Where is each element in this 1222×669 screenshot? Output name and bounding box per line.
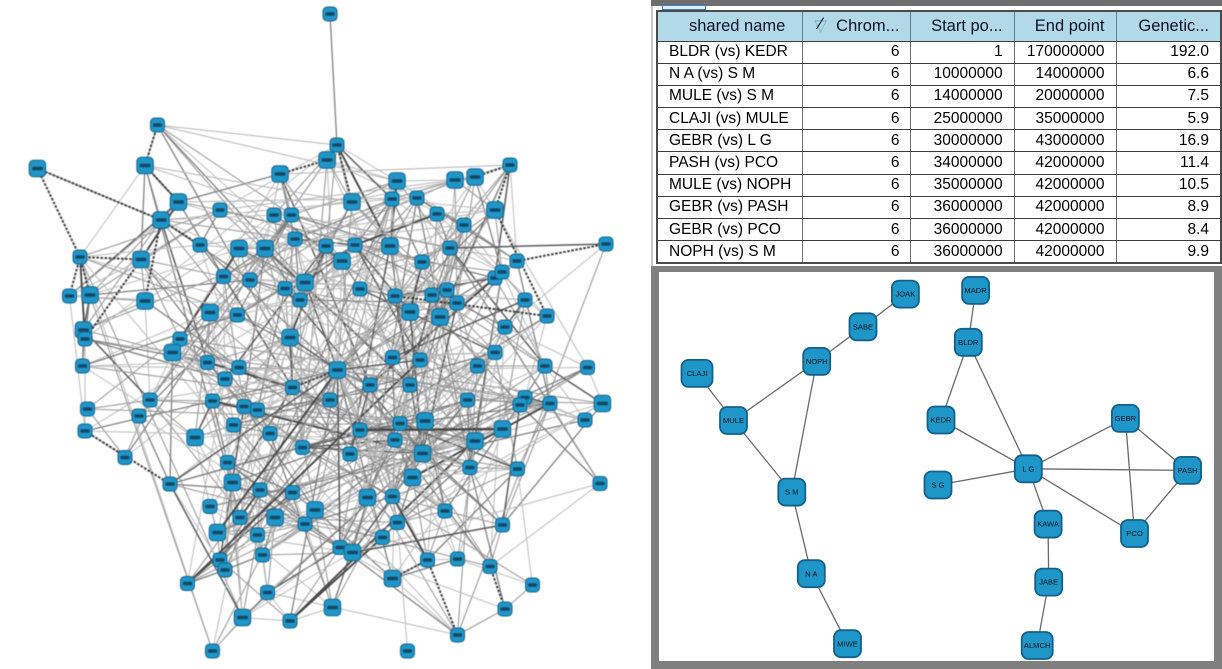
svg-text:GEBR: GEBR xyxy=(1115,414,1137,423)
svg-text:PASH: PASH xyxy=(1178,466,1198,475)
svg-text:PCO: PCO xyxy=(1126,529,1143,538)
svg-text:MADR: MADR xyxy=(964,286,987,295)
svg-text:L G: L G xyxy=(1022,464,1034,473)
svg-text:CLAJI: CLAJI xyxy=(687,369,708,378)
svg-text:MULE: MULE xyxy=(723,416,744,425)
svg-text:KEDR: KEDR xyxy=(930,416,952,425)
svg-text:BLDR: BLDR xyxy=(958,338,979,347)
svg-text:NOPH: NOPH xyxy=(806,357,828,366)
svg-text:KAWA: KAWA xyxy=(1037,520,1060,529)
svg-text:S G: S G xyxy=(931,481,944,490)
svg-text:JABE: JABE xyxy=(1039,578,1058,587)
svg-text:S M: S M xyxy=(785,488,799,497)
svg-text:ALMCH: ALMCH xyxy=(1024,641,1051,650)
svg-text:JOAK: JOAK xyxy=(895,290,915,299)
svg-text:N A: N A xyxy=(805,569,818,578)
svg-text:SABE: SABE xyxy=(853,322,873,331)
svg-text:MIWE: MIWE xyxy=(837,639,858,648)
